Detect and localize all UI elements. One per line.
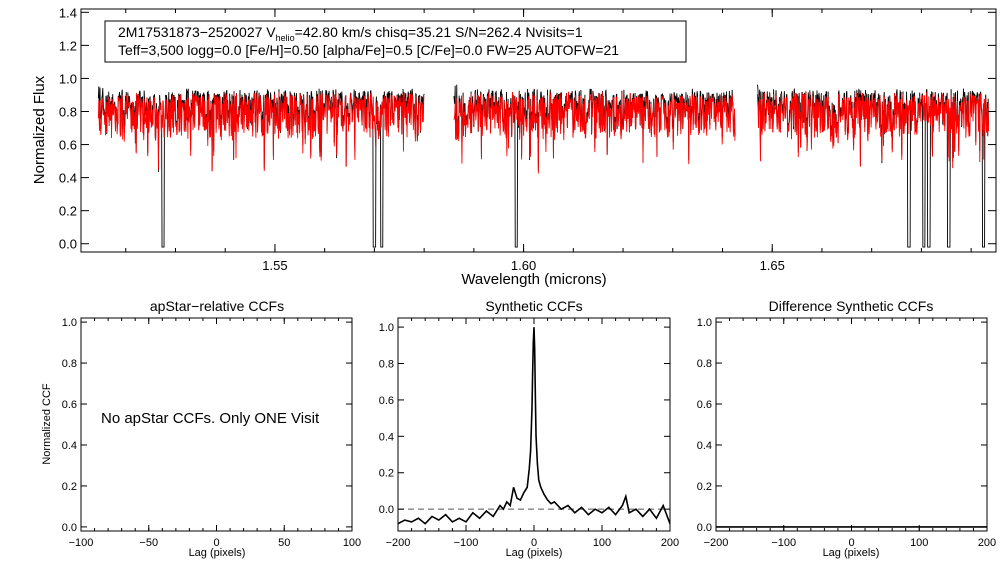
y-tick-label: 0.4 <box>62 440 77 452</box>
x-tick-label: 50 <box>278 537 290 549</box>
y-tick-label: 0.0 <box>379 504 394 516</box>
y-tick-label: 0.8 <box>697 358 712 370</box>
ccf-synthetic-title: Synthetic CCFs <box>485 298 582 314</box>
y-tick-label: 1.0 <box>697 317 712 329</box>
y-tick-label: 0.2 <box>59 204 77 219</box>
x-tick-label: 100 <box>343 537 361 549</box>
y-tick-label: 0.6 <box>379 395 394 407</box>
ccf-difference-title: Difference Synthetic CCFs <box>769 298 934 314</box>
synthetic-spectrum-chip-2 <box>453 91 736 174</box>
ccf-apstar-x-axis-title: Lag (pixels) <box>189 547 246 559</box>
y-tick-label: 0.6 <box>59 138 77 153</box>
x-tick-label: 1.65 <box>760 258 785 273</box>
legend-star-id: 2M17531873−2520027 V <box>118 24 276 40</box>
ccf-apstar-y-axis-title: Normalized CCF <box>41 383 53 465</box>
spectrum-ticks: 1.55 1.60 1.65 0.0 0.2 0.4 0.6 0.8 1.0 1.2 1.4 <box>59 5 996 273</box>
y-tick-label: 1.0 <box>59 71 77 86</box>
synthetic-spectrum-chip-3 <box>756 91 989 169</box>
spectrum-legend: 2M17531873−2520027 Vhelio=42.80 km/s chi… <box>104 20 687 63</box>
x-tick-label: 1.55 <box>262 258 287 273</box>
y-tick-label: 1.2 <box>59 38 77 53</box>
y-tick-label: 0.8 <box>62 358 77 370</box>
y-tick-label: 0.0 <box>697 522 712 534</box>
x-tick-label: −100 <box>69 537 94 549</box>
spectrum-plot-area <box>97 84 989 248</box>
y-tick-label: 1.0 <box>379 322 394 334</box>
x-tick-label: 200 <box>978 537 996 549</box>
ccf-apstar-panel: apStar−relative CCFs −100 −50 0 50 100 0.0 0.2… <box>41 298 361 559</box>
ccf-synthetic-ticks: −200 −100 0 100 200 0.0 0.2 0.4 0.6 0.8 1.0 <box>379 318 679 549</box>
legend-line-2: Teff=3,500 logg=0.0 [Fe/H]=0.50 [alpha/F… <box>118 42 619 58</box>
ccf-apstar-no-data-note: No apStar CCFs. Only ONE Visit <box>101 410 320 427</box>
synthetic-spectrum-chip-1 <box>97 91 425 172</box>
x-tick-label: 1.60 <box>511 258 536 273</box>
y-tick-label: 0.2 <box>697 481 712 493</box>
y-tick-label: 0.4 <box>59 171 77 186</box>
y-tick-label: 0.6 <box>62 399 77 411</box>
y-tick-label: 0.2 <box>379 468 394 480</box>
ccf-synthetic-plot-area <box>397 327 671 525</box>
ccf-synthetic-panel: Synthetic CCFs −200 −100 0 100 200 0.0 0.2 0.4 0… <box>379 298 679 559</box>
x-tick-label: −200 <box>704 537 729 549</box>
ccf-apstar-ticks: −100 −50 0 50 100 0.0 0.2 0.4 0.6 0.8 1.0 <box>62 317 361 549</box>
spectrum-y-axis-title: Normalized Flux <box>31 75 48 184</box>
synthetic-ccf-line <box>397 327 671 525</box>
spectrum-axes-frame <box>80 8 997 253</box>
y-tick-label: 0.4 <box>379 431 394 443</box>
ccf-synthetic-x-axis-title: Lag (pixels) <box>506 547 563 559</box>
x-tick-label: 0 <box>848 537 854 549</box>
x-tick-label: −100 <box>454 537 479 549</box>
ccf-difference-x-axis-title: Lag (pixels) <box>823 547 880 559</box>
x-tick-label: −100 <box>771 537 796 549</box>
legend-box <box>104 20 687 63</box>
y-tick-label: 0.0 <box>62 522 77 534</box>
x-tick-label: −200 <box>386 537 411 549</box>
x-tick-label: 200 <box>661 537 679 549</box>
x-tick-label: −50 <box>139 537 158 549</box>
legend-helio-subscript: helio <box>276 33 295 43</box>
legend-line-1: 2M17531873−2520027 Vhelio=42.80 km/s chi… <box>118 24 583 43</box>
y-tick-label: 1.0 <box>62 317 77 329</box>
x-tick-label: 0 <box>213 537 219 549</box>
y-tick-label: 1.4 <box>59 5 77 20</box>
legend-stats: =42.80 km/s chisq=35.21 S/N=262.4 Nvisit… <box>295 24 583 40</box>
y-tick-label: 0.4 <box>697 440 712 452</box>
y-tick-label: 0.0 <box>59 237 77 252</box>
ccf-apstar-title: apStar−relative CCFs <box>150 298 284 314</box>
spectrum-panel: 1.55 1.60 1.65 0.0 0.2 0.4 0.6 0.8 1.0 1.2 1.4 Wav… <box>31 5 997 288</box>
y-tick-label: 0.8 <box>59 104 77 119</box>
y-tick-label: 0.2 <box>62 481 77 493</box>
x-tick-label: 0 <box>531 537 537 549</box>
ccf-difference-ticks: −200 −100 0 100 200 0.0 0.2 0.4 0.6 0.8 1.0 <box>697 317 996 549</box>
y-tick-label: 0.8 <box>379 359 394 371</box>
x-tick-label: 100 <box>593 537 611 549</box>
y-tick-label: 0.6 <box>697 399 712 411</box>
x-tick-label: 100 <box>910 537 928 549</box>
spectrum-x-axis-title: Wavelength (microns) <box>461 271 606 288</box>
ccf-difference-panel: Difference Synthetic CCFs −200 −100 0 100 20… <box>697 298 996 559</box>
